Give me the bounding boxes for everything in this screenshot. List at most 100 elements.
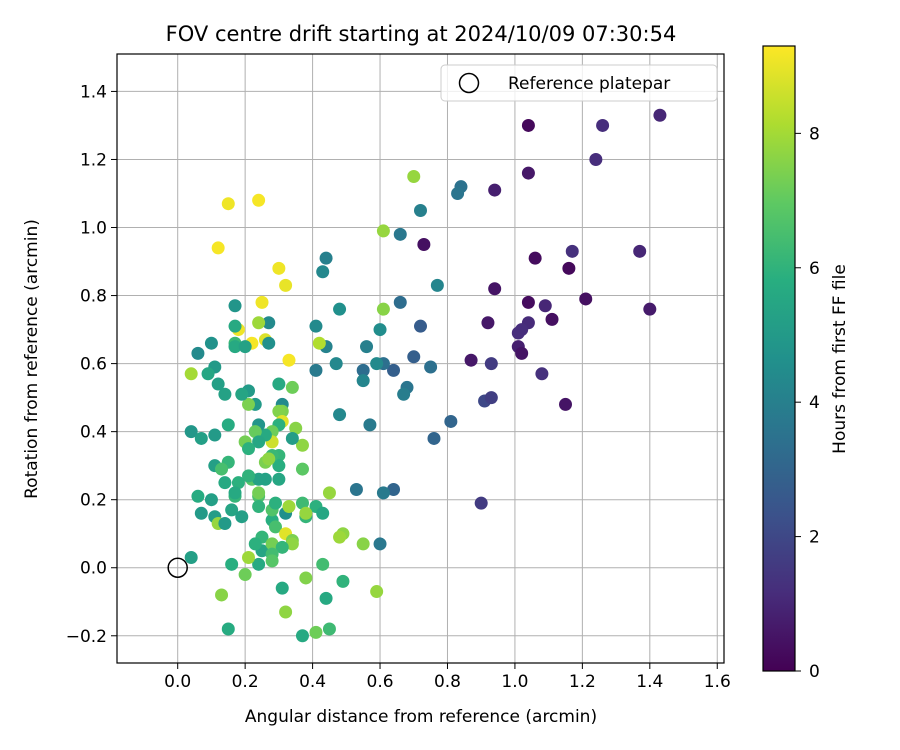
- scatter-point: [444, 414, 458, 428]
- scatter-point: [191, 489, 205, 503]
- grid-lines: [117, 54, 724, 663]
- scatter-point: [360, 340, 374, 354]
- scatter-point: [295, 462, 309, 476]
- y-tick-label: 1.4: [80, 82, 107, 102]
- scatter-point: [248, 425, 262, 439]
- y-tick-label: 0.2: [80, 491, 107, 511]
- scatter-point: [521, 166, 535, 180]
- scatter-point: [414, 319, 427, 333]
- scatter-point: [397, 387, 411, 401]
- scatter-point: [221, 418, 235, 432]
- scatter-point: [417, 238, 431, 252]
- x-tick-label: 1.6: [704, 672, 731, 692]
- scatter-point: [184, 425, 198, 439]
- scatter-point: [356, 363, 370, 377]
- scatter-point: [474, 496, 488, 510]
- scatter-point: [238, 568, 252, 582]
- x-axis-label: Angular distance from reference (arcmin): [245, 707, 597, 727]
- scatter-point: [252, 499, 266, 513]
- scatter-point: [653, 108, 667, 122]
- scatter-point: [376, 486, 390, 500]
- scatter-point: [596, 118, 610, 132]
- scatter-point: [272, 459, 286, 473]
- scatter-point: [451, 186, 465, 200]
- scatter-point: [285, 537, 299, 551]
- y-tick-label: 0.6: [80, 355, 107, 375]
- scatter-point: [221, 197, 235, 211]
- legend-label: Reference platepar: [508, 74, 670, 94]
- scatter-point: [218, 517, 232, 531]
- scatter-point: [319, 591, 333, 605]
- legend: Reference platepar: [440, 64, 718, 102]
- scatter-point: [221, 622, 235, 636]
- colorbar-label: Hours from first FF file: [830, 264, 850, 454]
- scatter-point: [393, 295, 407, 309]
- scatter-point: [265, 554, 279, 568]
- scatter-point: [262, 452, 276, 466]
- scatter-point: [252, 193, 266, 207]
- scatter-point: [194, 431, 208, 445]
- scatter-point: [201, 367, 215, 381]
- scatter-point: [248, 537, 262, 551]
- scatter-point: [242, 551, 256, 565]
- scatter-point: [184, 551, 198, 565]
- scatter-point: [376, 302, 390, 316]
- scatter-point: [191, 346, 205, 360]
- scatter-point: [272, 377, 286, 391]
- scatter-point: [579, 292, 593, 306]
- scatter-point: [319, 251, 333, 265]
- scatter-point: [481, 316, 495, 330]
- scatter-point: [387, 363, 401, 377]
- colorbar-ticks: 0 2 4 6 8: [795, 124, 820, 682]
- scatter-point: [279, 278, 293, 292]
- scatter-point: [268, 496, 282, 510]
- x-tick-label: 1.0: [501, 672, 528, 692]
- scatter-point: [387, 482, 401, 496]
- scatter-point: [252, 316, 266, 330]
- scatter-point: [279, 605, 293, 619]
- scatter-point: [194, 506, 208, 520]
- scatter-point: [231, 476, 245, 490]
- scatter-point: [363, 418, 377, 432]
- y-tick-label: 0.4: [80, 423, 107, 443]
- legend-marker: [458, 72, 480, 94]
- scatter-point: [528, 251, 542, 265]
- scatter-point: [316, 557, 330, 571]
- scatter-point: [484, 391, 498, 405]
- scatter-point: [336, 574, 350, 588]
- scatter-point: [312, 336, 326, 350]
- x-tick-label: 0.8: [434, 672, 461, 692]
- scatter-point: [252, 435, 266, 449]
- y-tick-label: 0.0: [80, 559, 107, 579]
- scatter-point: [376, 224, 390, 238]
- scatter-point: [272, 472, 286, 486]
- scatter-point: [309, 625, 323, 639]
- scatter-point: [218, 387, 232, 401]
- scatter-point: [225, 503, 239, 517]
- scatter-point: [488, 183, 502, 197]
- scatter-point: [589, 152, 603, 166]
- scatter-point: [424, 360, 438, 374]
- scatter-point: [295, 496, 309, 510]
- scatter-point: [255, 295, 269, 309]
- x-tick-label: 0.2: [232, 672, 259, 692]
- y-tick-label: 0.8: [80, 287, 107, 307]
- scatter-point: [545, 312, 559, 326]
- scatter-point: [407, 169, 421, 183]
- scatter-point: [275, 540, 289, 554]
- scatter-point: [515, 346, 529, 360]
- scatter-point: [272, 404, 286, 418]
- scatter-point: [427, 431, 441, 445]
- scatter-point: [373, 323, 387, 337]
- scatter-point: [488, 282, 502, 296]
- scatter-point: [393, 227, 407, 241]
- scatter-point: [215, 588, 229, 602]
- scatter-point: [299, 571, 313, 585]
- scatter-point: [356, 374, 370, 388]
- scatter-point: [521, 295, 535, 309]
- colorbar-tick-label: 8: [809, 124, 820, 144]
- scatter-point: [535, 367, 549, 381]
- scatter-point: [252, 557, 266, 571]
- scatter-point: [521, 118, 535, 132]
